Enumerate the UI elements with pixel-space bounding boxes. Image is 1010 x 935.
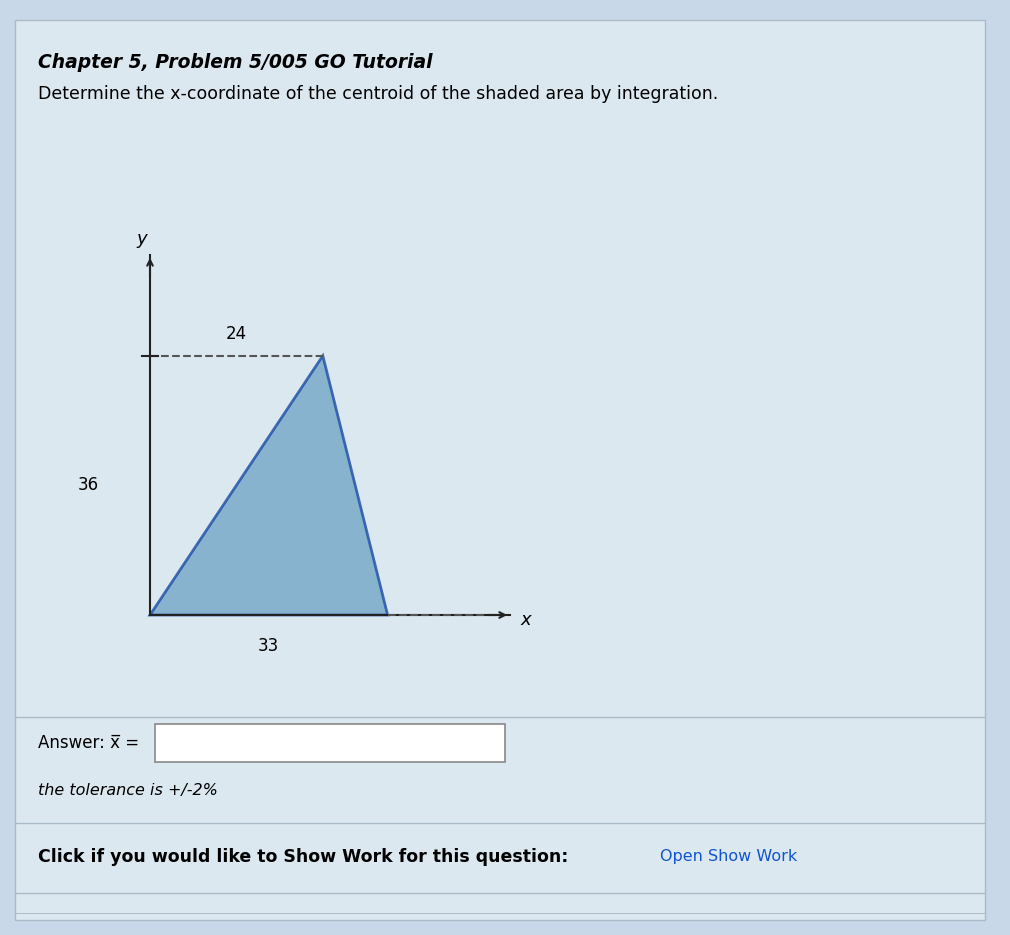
Text: x: x <box>520 611 530 629</box>
Text: Open Show Work: Open Show Work <box>660 850 797 865</box>
Text: the tolerance is +/-2%: the tolerance is +/-2% <box>38 783 218 798</box>
Text: 36: 36 <box>78 477 99 495</box>
FancyBboxPatch shape <box>15 20 985 920</box>
Text: 24: 24 <box>226 324 247 343</box>
Text: Determine the x-coordinate of the centroid of the shaded area by integration.: Determine the x-coordinate of the centro… <box>38 85 718 103</box>
Polygon shape <box>150 356 388 615</box>
FancyBboxPatch shape <box>155 724 505 762</box>
Text: Chapter 5, Problem 5/005 GO Tutorial: Chapter 5, Problem 5/005 GO Tutorial <box>38 53 432 72</box>
Text: Answer: x̅ =: Answer: x̅ = <box>38 734 139 752</box>
Text: 33: 33 <box>259 637 280 655</box>
Text: Click if you would like to Show Work for this question:: Click if you would like to Show Work for… <box>38 848 569 866</box>
Text: y: y <box>136 230 147 248</box>
